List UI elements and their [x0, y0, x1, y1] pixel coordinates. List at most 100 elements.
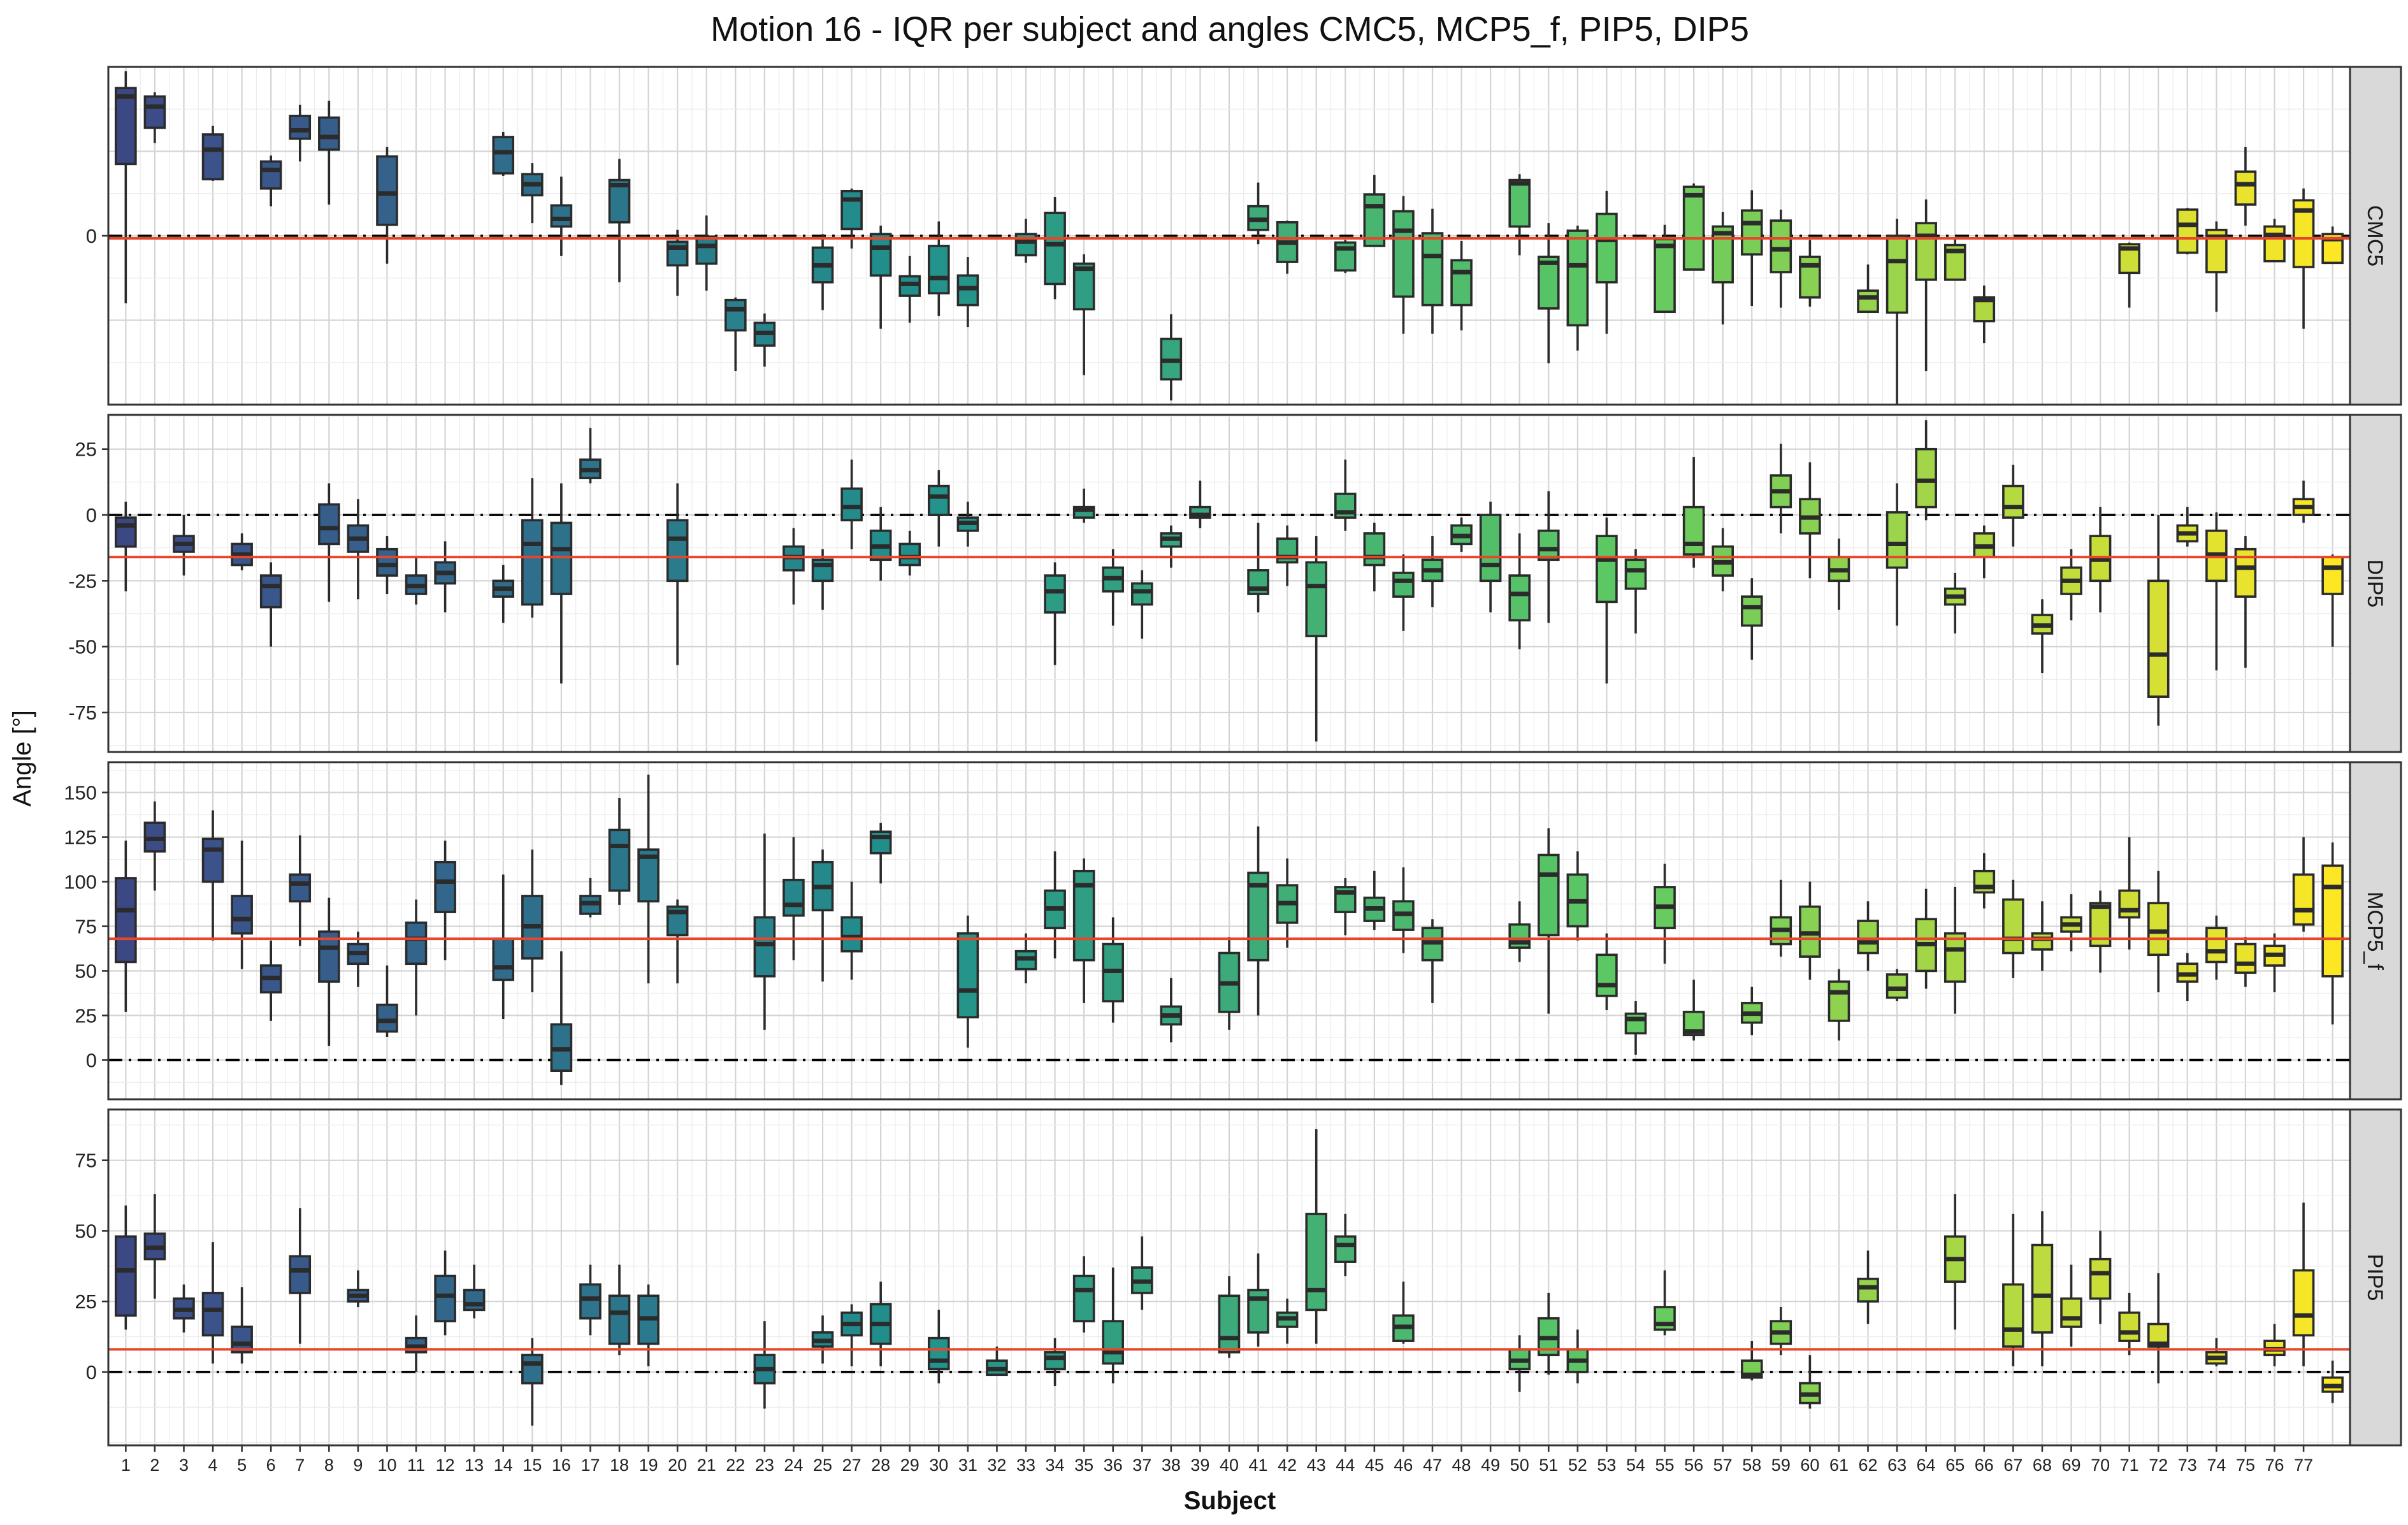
- x-tick-label: 10: [377, 1456, 396, 1475]
- box-subject-45: [1392, 867, 1415, 953]
- box-subject-67: [2031, 1211, 2054, 1366]
- box-subject-53: [1624, 1001, 1647, 1055]
- box-subject-49: [1508, 174, 1531, 256]
- box-subject-58: [1770, 209, 1792, 308]
- box-subject-58: [1770, 444, 1792, 533]
- x-tick-label: 18: [610, 1456, 629, 1475]
- iqr-box: [1740, 209, 1763, 256]
- box-subject-42: [1305, 536, 1328, 742]
- box-subject-23: [753, 833, 776, 1030]
- panel-mcp5_f: 150 125 100 75 50 25 0 MCP5_f: [64, 761, 2402, 1101]
- iqr-box: [1915, 447, 1937, 509]
- y-tick-label: 0: [86, 1049, 97, 1071]
- boxes: [115, 1129, 2344, 1426]
- y-axis: 150 125 100 75 50 25 0: [64, 782, 108, 1071]
- iqr-box: [259, 574, 282, 609]
- x-tick-label: 5: [237, 1456, 247, 1475]
- box-subject-17: [579, 428, 602, 484]
- x-tick-label: 3: [179, 1456, 189, 1475]
- box-subject-40: [1247, 826, 1269, 1016]
- iqr-box: [1857, 920, 1879, 955]
- box-subject-21: [695, 215, 718, 291]
- x-tick-label: 45: [1365, 1456, 1384, 1475]
- box-subject-56: [1712, 212, 1734, 325]
- y-tick-label: 75: [75, 916, 97, 938]
- iqr-box: [2118, 1312, 2140, 1342]
- x-tick-label: 24: [784, 1456, 803, 1475]
- iqr-box: [434, 1275, 456, 1322]
- box-subject-15: [521, 849, 544, 993]
- iqr-box: [2002, 484, 2024, 519]
- box-subject-71: [2147, 515, 2170, 726]
- box-subject-70: [2118, 837, 2140, 950]
- box-subject-50: [1537, 223, 1560, 364]
- box-subject-64: [1943, 237, 1966, 281]
- x-tick-label: 19: [639, 1456, 658, 1475]
- box-subject-70: [2118, 242, 2140, 308]
- box-subject-25: [811, 1315, 834, 1364]
- iqr-box: [1102, 1320, 1125, 1365]
- x-tick-label: 23: [755, 1456, 774, 1475]
- x-tick-label: 1: [121, 1456, 131, 1475]
- box-subject-72: [2176, 507, 2199, 547]
- iqr-box: [463, 1289, 486, 1312]
- iqr-box: [869, 233, 892, 277]
- iqr-box: [1885, 511, 1908, 569]
- iqr-box: [2321, 864, 2344, 978]
- iqr-box: [521, 1354, 544, 1385]
- box-subject-73: [2205, 915, 2228, 980]
- box-subject-60: [1828, 969, 1850, 1041]
- x-tick-label: 68: [2033, 1456, 2052, 1475]
- x-tick-label: 2: [150, 1456, 159, 1475]
- box-subject-15: [521, 478, 544, 618]
- box-subject-1: [115, 1205, 137, 1330]
- box-subject-7: [289, 1208, 312, 1344]
- box-subject-3: [173, 515, 195, 576]
- box-subject-33: [1044, 562, 1066, 665]
- box-subject-47: [1450, 240, 1473, 331]
- iqr-box: [550, 521, 573, 595]
- iqr-box: [318, 503, 340, 546]
- iqr-box: [1596, 953, 1618, 997]
- iqr-box: [2147, 902, 2170, 957]
- box-subject-26: [840, 459, 863, 549]
- box-subject-23: [753, 1321, 776, 1409]
- box-subject-40: [1247, 182, 1269, 245]
- box-subject-10: [376, 147, 398, 264]
- box-subject-4: [201, 126, 224, 181]
- box-subject-71: [2147, 1273, 2170, 1384]
- iqr-box: [201, 1292, 224, 1337]
- iqr-box: [782, 878, 805, 917]
- box-subject-32: [1014, 933, 1037, 984]
- x-axis-title: Subject: [1184, 1487, 1276, 1515]
- box-subject-8: [318, 101, 340, 205]
- box-subject-45: [1392, 1282, 1415, 1344]
- box-subject-38: [1189, 481, 1211, 528]
- iqr-box: [579, 1283, 602, 1320]
- y-tick-label: 50: [75, 1220, 97, 1242]
- y-axis-title: Angle [°]: [8, 710, 36, 807]
- y-tick-label: 25: [75, 1004, 97, 1027]
- box-subject-3: [173, 1284, 195, 1333]
- box-subject-68: [2060, 894, 2082, 951]
- iqr-box: [725, 298, 747, 332]
- iqr-box: [376, 155, 398, 226]
- box-subject-59: [1799, 240, 1821, 307]
- box-subject-42: [1305, 1129, 1328, 1344]
- box-subject-24: [782, 528, 805, 605]
- iqr-box: [1334, 1235, 1357, 1263]
- box-subject-75: [2263, 219, 2286, 263]
- iqr-box: [1130, 582, 1153, 606]
- panel-cmc5: 0 CMC5: [86, 66, 2402, 406]
- iqr-box: [289, 1255, 312, 1294]
- box-subject-51: [1566, 226, 1589, 351]
- iqr-box: [1682, 505, 1705, 556]
- box-subject-20: [666, 899, 689, 984]
- box-subject-62: [1885, 969, 1908, 1002]
- box-subject-63: [1915, 199, 1937, 371]
- x-tick-label: 36: [1104, 1456, 1123, 1475]
- x-tick-label: 37: [1132, 1456, 1151, 1475]
- facet-strip: [2349, 761, 2402, 1101]
- box-subject-57: [1740, 578, 1763, 660]
- x-tick-label: 38: [1162, 1456, 1181, 1475]
